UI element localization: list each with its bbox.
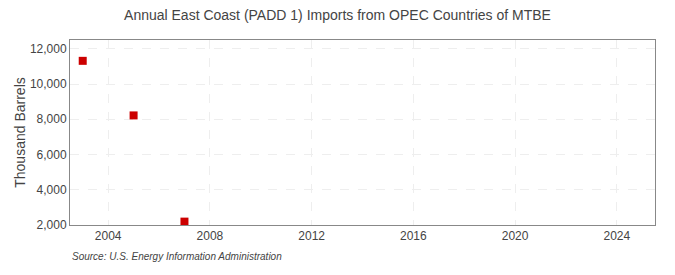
svg-text:Annual East Coast (PADD 1) Imp: Annual East Coast (PADD 1) Imports from … xyxy=(124,7,551,23)
svg-text:2020: 2020 xyxy=(502,229,529,243)
svg-text:2004: 2004 xyxy=(95,229,122,243)
svg-text:10,000: 10,000 xyxy=(30,77,67,91)
svg-text:2,000: 2,000 xyxy=(37,218,67,232)
svg-text:4,000: 4,000 xyxy=(37,183,67,197)
svg-text:2016: 2016 xyxy=(400,229,427,243)
svg-text:2024: 2024 xyxy=(603,229,630,243)
svg-text:12,000: 12,000 xyxy=(30,42,67,56)
svg-text:Thousand Barrels: Thousand Barrels xyxy=(12,77,28,188)
svg-text:6,000: 6,000 xyxy=(37,148,67,162)
svg-text:2008: 2008 xyxy=(197,229,224,243)
svg-text:2012: 2012 xyxy=(298,229,325,243)
svg-text:8,000: 8,000 xyxy=(37,112,67,126)
svg-text:Source: U.S. Energy Informatio: Source: U.S. Energy Information Administ… xyxy=(72,251,282,262)
